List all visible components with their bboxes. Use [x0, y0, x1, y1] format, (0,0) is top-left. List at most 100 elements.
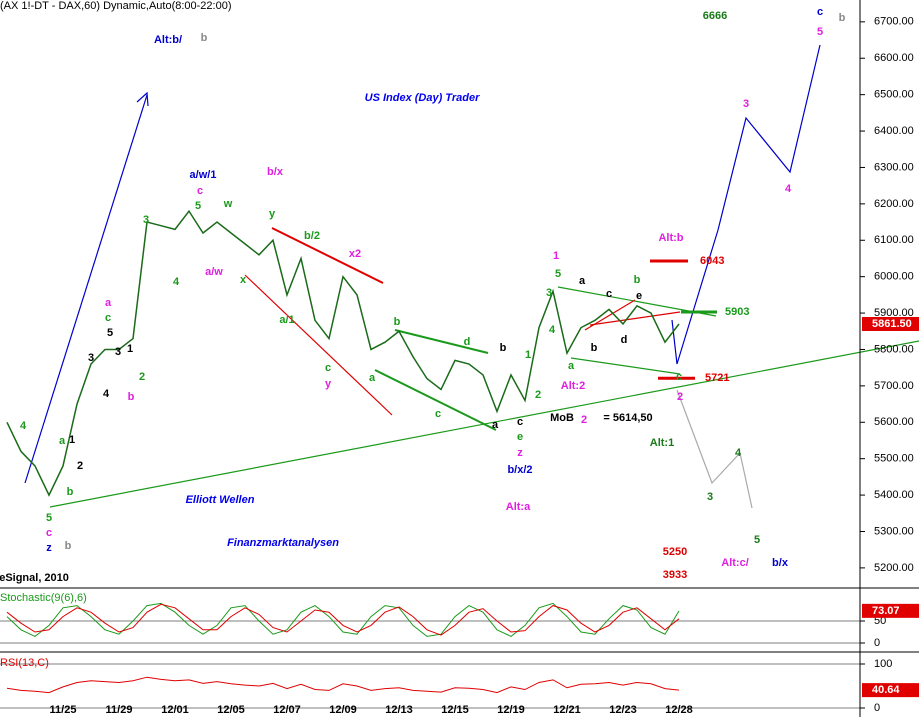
annotation: 4 — [103, 388, 110, 400]
annotation: 6666 — [703, 10, 727, 22]
x-tick-label: 11/29 — [106, 704, 133, 716]
y-tick-label: 6400.00 — [874, 125, 914, 137]
annotation: c — [105, 312, 111, 324]
annotation: Alt:b — [658, 232, 683, 244]
annotation: 4 — [735, 447, 742, 459]
level-label: 6043 — [700, 255, 724, 267]
y-tick-label: 6600.00 — [874, 52, 914, 64]
x-tick-label: 12/05 — [217, 704, 245, 716]
y-tick-label: 5400.00 — [874, 489, 914, 501]
annotation: z — [517, 447, 523, 459]
annotation: 1 — [553, 250, 559, 262]
annotation: 3 — [546, 287, 552, 299]
price-line — [6, 209, 680, 497]
annotation: d — [464, 336, 471, 348]
annotation: y — [269, 208, 276, 220]
y-tick-label: 6300.00 — [874, 161, 914, 173]
annotation: b/2 — [304, 230, 320, 242]
trend-line — [244, 274, 393, 416]
trend-line — [589, 311, 681, 326]
annotation: 5 — [817, 26, 823, 38]
annotation: Alt:c/ — [721, 557, 749, 569]
annotation: b — [128, 391, 135, 403]
annotation: 3 — [143, 214, 149, 226]
panel-title: RSI(13,C) — [0, 657, 49, 669]
annotation: a — [492, 419, 499, 431]
price-line — [6, 603, 680, 636]
y-tick-label: 0 — [874, 702, 880, 714]
level-label: 5721 — [705, 372, 729, 384]
last-value-box — [862, 683, 919, 698]
level-label: 5903 — [725, 306, 749, 318]
y-tick-label: 6200.00 — [874, 198, 914, 210]
x-tick-label: 12/15 — [441, 704, 469, 716]
annotation: 4 — [549, 324, 556, 336]
annotation: b/x — [267, 166, 284, 178]
annotation: c — [46, 527, 52, 539]
annotation: a/w — [205, 266, 223, 278]
annotation: 3 — [115, 346, 121, 358]
annotation: c — [817, 6, 823, 18]
y-tick-label: 5200.00 — [874, 562, 914, 574]
trend-line — [394, 329, 489, 354]
trend-line — [24, 94, 148, 484]
annotation: b — [839, 12, 846, 24]
trend-lines — [24, 44, 919, 509]
annotation: z — [46, 542, 52, 554]
y-tick-label: 5500.00 — [874, 453, 914, 465]
annotation: 1 — [69, 434, 75, 446]
trend-line — [570, 357, 681, 375]
y-tick-label: 6000.00 — [874, 271, 914, 283]
y-tick-label: 5600.00 — [874, 416, 914, 428]
y-tick-label: 6100.00 — [874, 234, 914, 246]
annotation: 1 — [525, 349, 531, 361]
y-tick-label: 100 — [874, 658, 892, 670]
x-tick-label: 12/07 — [273, 704, 301, 716]
annotation: 5 — [107, 327, 113, 339]
annotation: 2 — [77, 460, 83, 472]
x-tick-label: 12/23 — [609, 704, 637, 716]
x-tick-label: 12/13 — [385, 704, 413, 716]
annotation: ©eSignal, 2010 — [0, 572, 69, 584]
annotation: Elliott Wellen — [186, 494, 255, 506]
annotation: a/w/1 — [190, 169, 217, 181]
annotation: 4 — [785, 183, 792, 195]
annotation: b — [201, 32, 208, 44]
y-tick-label: 50 — [874, 615, 886, 627]
annotation: a — [105, 297, 112, 309]
annotation: b — [67, 486, 74, 498]
price-line — [6, 602, 680, 637]
x-tick-label: 12/19 — [497, 704, 525, 716]
annotation: b — [591, 342, 598, 354]
annotation: x — [240, 274, 247, 286]
annotation: d — [621, 334, 628, 346]
annotation: Finanzmarktanalysen — [227, 537, 339, 549]
chart-title: US Index (Day) Trader — [365, 92, 480, 104]
chart-header: (AX 1!-DT - DAX,60) Dynamic,Auto(8:00-22… — [0, 0, 232, 12]
annotation: b — [65, 540, 72, 552]
annotation: b — [394, 316, 401, 328]
last-value-label: 5861.50 — [872, 318, 912, 330]
annotation: b — [500, 342, 507, 354]
annotation: w — [223, 198, 233, 210]
annotation: a — [568, 360, 575, 372]
annotation: b — [634, 274, 641, 286]
annotation: 3 — [707, 491, 713, 503]
price-line — [6, 676, 680, 694]
last-value-label: 73.07 — [872, 605, 900, 617]
y-tick-label: 6500.00 — [874, 89, 914, 101]
annotation: b/x — [772, 557, 789, 569]
y-tick-label: 5800.00 — [874, 343, 914, 355]
annotation: 3 — [88, 352, 94, 364]
annotation: 5 — [195, 200, 201, 212]
annotation: e — [636, 290, 642, 302]
annotation: 2 — [677, 391, 683, 403]
annotation: b/x/2 — [507, 464, 532, 476]
annotation: c — [197, 185, 203, 197]
x-tick-label: 11/25 — [50, 704, 77, 716]
annotation: 2 — [139, 371, 145, 383]
annotation: 4 — [20, 420, 27, 432]
annotation: a/1 — [279, 314, 294, 326]
annotation: Alt:b/ — [154, 34, 182, 46]
